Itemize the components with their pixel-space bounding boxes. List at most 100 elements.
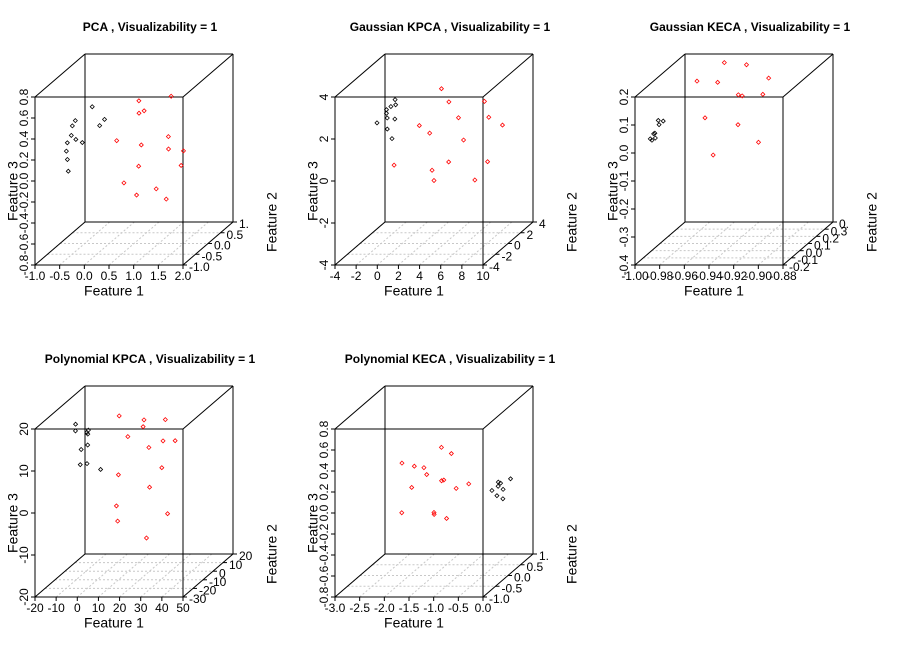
z-tick-label: 0.0 [317,504,331,521]
point [660,118,666,124]
point [68,132,74,138]
y-tick-label: 0.0 [214,239,231,253]
point [455,115,462,121]
y-tick-label: -4 [489,260,500,274]
y-axis-title: Feature 2 [564,524,580,584]
point [421,465,427,471]
z-tick-label: -0.4 [617,254,631,275]
z-tick-label: 0 [17,509,31,516]
x-tick-label: 30 [134,601,148,615]
x-tick-label: 2 [395,269,402,283]
point [165,134,171,140]
point [69,123,75,129]
y-tick-label: -10 [209,575,227,589]
y-tick-label: -2 [502,249,513,263]
point [98,466,104,473]
point [438,444,444,450]
x-tick-label: 1.0 [125,269,142,283]
point [710,152,716,158]
x-tick-label: -0.5 [448,601,469,615]
z-tick-label: 0.8 [317,420,331,437]
point [647,136,653,142]
chart-title: Gaussian KECA , Visualizability = 1 [650,20,851,34]
point [141,108,147,114]
point [507,476,514,482]
z-tick-label: 0.8 [17,88,31,105]
point [399,460,405,466]
point [495,479,501,485]
y-tick-label: -1.0 [489,592,510,606]
chart-title: PCA , Visualizability = 1 [83,20,218,34]
chart-title: Polynomial KPCA , Visualizability = 1 [45,352,256,366]
point [121,180,127,186]
point [146,444,152,451]
point [168,93,174,99]
z-tick-label: -2 [317,217,331,228]
point [391,162,397,168]
point [115,518,121,524]
x-axis-title: Feature 1 [84,283,144,299]
point [153,186,159,192]
x-tick-label: -1.0 [25,269,46,283]
point [85,442,91,448]
box-edge [34,221,86,266]
point [85,427,91,433]
z-tick-label: -0.2 [17,191,31,212]
point [446,159,452,165]
y-tick-label: -0.2 [789,260,810,274]
point [715,79,721,85]
point [178,162,184,169]
point [702,115,708,121]
point [431,509,437,516]
panel: -20 -10 0 10 20 30 40 50-20-1001020-30-20-10010… [5,352,280,631]
point [64,140,70,146]
box-edge [182,553,234,598]
x-tick-label: -10 [47,601,65,615]
y-tick-label: 0.5 [227,228,244,242]
z-tick-label: 0.4 [17,130,31,147]
z-tick-label: 0.2 [617,88,631,105]
z-tick-label: 2 [317,135,331,142]
point [766,75,772,81]
point [431,177,437,184]
z-tick-label: 0.6 [17,109,31,126]
x-tick-label: 40 [155,601,169,615]
point [384,126,390,132]
z-tick-label: -0.8 [17,254,31,275]
box-edge [34,553,86,598]
z-tick-label: -0.6 [317,565,331,586]
point [694,78,700,84]
point [500,496,506,502]
x-tick-label: 0 [74,601,81,615]
x-tick-label: 1.5 [150,269,167,283]
z-tick-label: -0.4 [17,212,31,233]
y-tick-label: 0.3 [831,224,848,238]
grid-line [161,553,213,598]
z-tick-label: -20 [17,588,31,606]
box-edge [782,53,834,98]
z-axis-title: Feature 3 [605,161,621,221]
point [652,135,658,141]
x-tick-label: -1.0 [423,601,444,615]
point [147,484,153,490]
point [63,148,69,154]
point [165,146,172,152]
x-axis-title: Feature 1 [84,615,144,631]
x-axis-title: Feature 1 [384,615,444,631]
grid-line [140,553,192,598]
point [655,117,661,123]
grid-line [98,553,149,598]
y-tick-label: 0.0 [514,571,531,585]
point [115,472,121,478]
point [383,107,390,113]
grid-line [76,553,128,598]
point [399,510,405,516]
panel: -1.0 -0.5 0.0 0.5 1.0 1.5 2.0-0.8-0.6-0.4-0.20… [5,20,280,299]
point [159,465,165,471]
chart-title: Polynomial KECA , Visualizability = 1 [345,352,556,366]
y-tick-label: 0.1 [814,239,831,253]
y-tick-label: 0.0 [806,246,823,260]
point [481,98,488,104]
point [495,483,501,489]
grid-line [133,221,184,266]
